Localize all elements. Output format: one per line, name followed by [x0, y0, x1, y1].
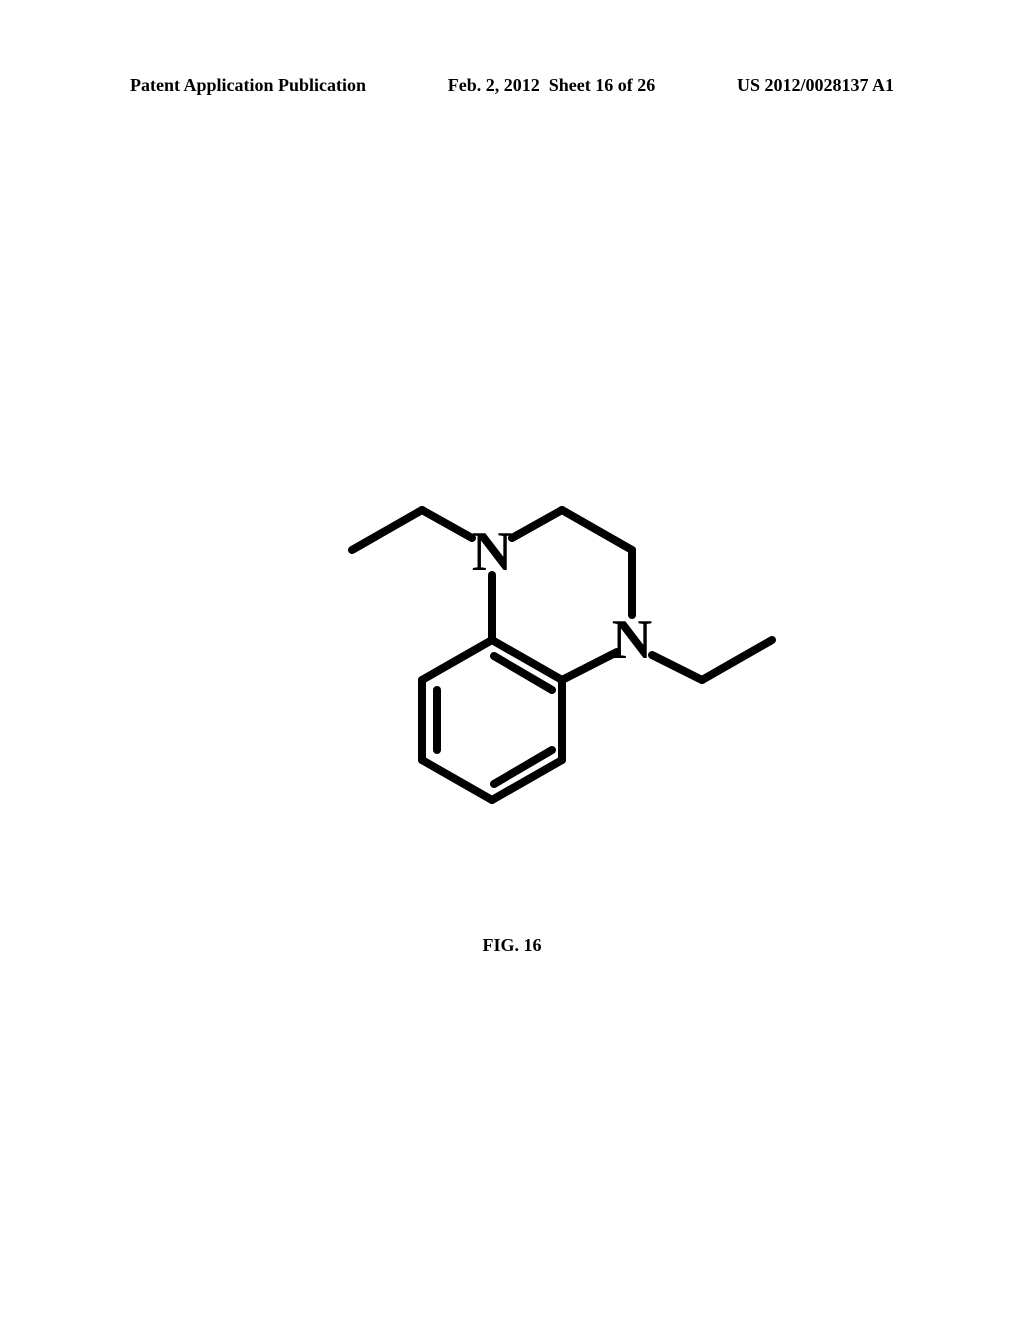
- publication-number: US 2012/0028137 A1: [737, 75, 894, 96]
- publication-date: Feb. 2, 2012 Sheet 16 of 26: [448, 75, 656, 96]
- page-header: Patent Application Publication Feb. 2, 2…: [0, 75, 1024, 96]
- publication-type: Patent Application Publication: [130, 75, 366, 96]
- nitrogen-label-2: N: [612, 609, 652, 671]
- nitrogen-label-1: N: [472, 521, 512, 583]
- figure-caption: FIG. 16: [482, 935, 541, 956]
- chemical-structure-diagram: N N: [212, 380, 812, 900]
- molecule-svg: N N: [212, 380, 812, 900]
